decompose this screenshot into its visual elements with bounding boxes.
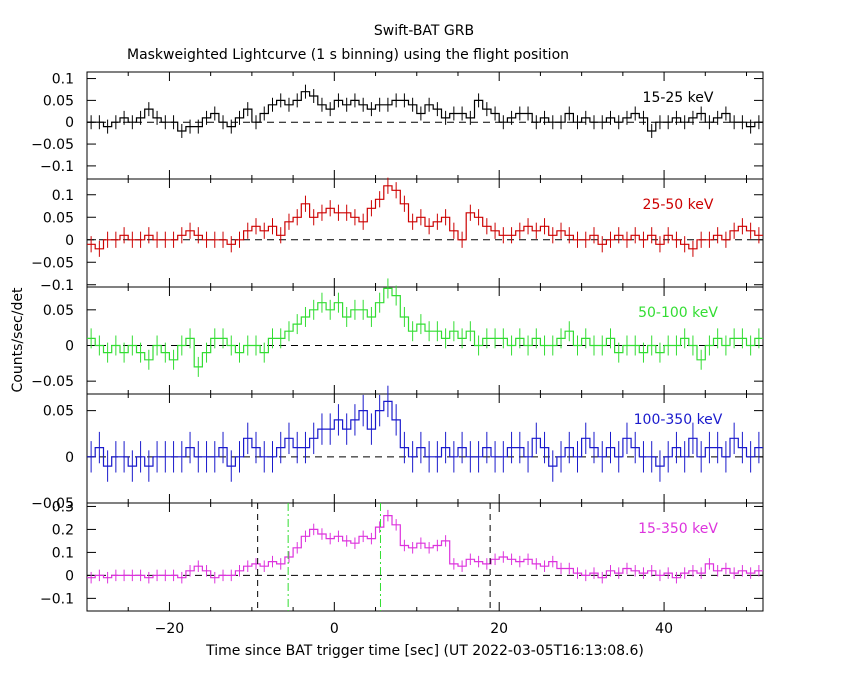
y-tick-label: −0.05 [31,496,74,512]
panel-frame [86,502,764,612]
x-axis-label: Time since BAT trigger time [sec] (UT 20… [205,643,644,659]
y-tick-label: −0.1 [40,159,74,175]
panel-3: 0.05 0 −0.05 100-350 keV [31,385,764,512]
x-tick-label: 20 [490,621,508,637]
y-tick-label: −0.1 [40,591,74,607]
panel-frame [86,71,764,180]
panel-0: 0.1 0.05 0 −0.05 −0.1 15-25 keV [31,71,764,180]
series-step-line [87,400,763,467]
y-tick-label: 0.05 [43,303,74,319]
panel-frame [86,286,764,395]
y-tick-label: 0.05 [43,210,74,226]
panels-group: 0.1 0.05 0 −0.05 −0.1 15-25 keV 0.1 0.05 0 −0.05 −… [31,71,764,637]
y-tick-label: 0.05 [43,93,74,109]
y-axis-label: Counts/sec/det [10,287,26,392]
band-label: 15-25 keV [643,90,714,106]
panel-2: 0.05 0 −0.05 50-100 keV [31,278,764,395]
panel-1: 0.1 0.05 0 −0.05 −0.1 25-50 keV [31,177,764,294]
y-tick-label: 0.05 [43,404,74,420]
chart-subtitle: Maskweighted Lightcurve (1 s binning) us… [127,47,569,63]
band-label: 100-350 keV [634,412,723,428]
y-tick-label: 0.1 [52,545,74,561]
panel-4: 0.3 0.2 0.1 0 −0.1 15-350 keV [40,499,764,612]
y-tick-label: 0 [65,338,74,354]
y-tick-label: −0.1 [40,278,74,294]
band-label: 15-350 keV [638,521,718,537]
panel-frame [86,178,764,288]
y-tick-label: 0.2 [52,522,74,538]
y-tick-label: −0.05 [31,374,74,390]
y-tick-label: 0 [65,450,74,466]
series-step-line [87,91,763,132]
y-tick-label: 0 [65,568,74,584]
x-tick-label: −20 [155,621,185,637]
y-tick-label: 0.3 [52,499,74,515]
x-tick-label: 0 [330,621,339,637]
y-tick-label: −0.05 [31,255,74,271]
y-tick-label: 0.1 [52,188,74,204]
y-tick-label: −0.05 [31,137,74,153]
series-step-line [87,515,763,579]
band-label: 50-100 keV [638,305,718,321]
x-tick-label: 40 [655,621,673,637]
y-tick-label: 0 [65,115,74,131]
band-label: 25-50 keV [643,197,714,213]
y-tick-label: 0.1 [52,72,74,88]
chart-title: Swift-BAT GRB [374,23,474,39]
y-tick-label: 0 [65,233,74,249]
series-step-line [87,287,763,368]
